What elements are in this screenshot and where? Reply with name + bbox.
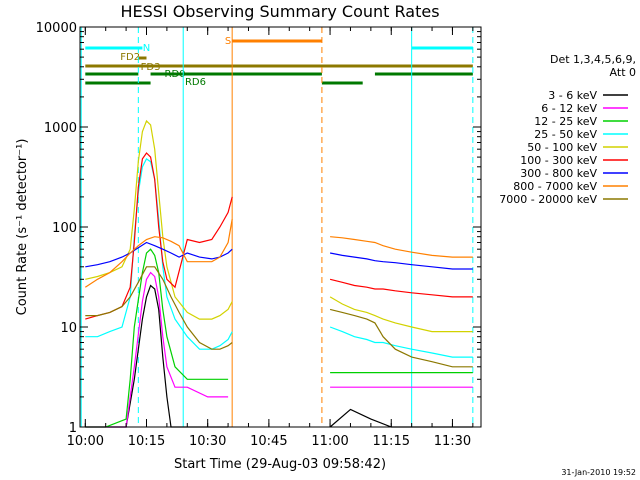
y-tick-label: 1000 bbox=[44, 121, 77, 136]
series-line bbox=[85, 248, 229, 428]
series-line bbox=[85, 271, 229, 428]
series-line bbox=[85, 284, 229, 428]
date-stamp: 31-Jan-2010 19:52 bbox=[561, 468, 636, 477]
series-line bbox=[85, 266, 233, 350]
x-axis-label: Start Time (29-Aug-03 09:58:42) bbox=[174, 457, 386, 472]
legend-entry: 6 - 12 keV bbox=[541, 102, 597, 115]
legend-header: Att 0 bbox=[610, 66, 636, 79]
x-tick-label: 11:00 bbox=[311, 434, 348, 449]
y-axis: 1 10 100 1000 10000 bbox=[36, 21, 481, 436]
y-tick-label: 100 bbox=[52, 221, 77, 236]
series-line bbox=[329, 252, 473, 270]
y-tick-label: 10000 bbox=[36, 21, 77, 36]
legend-entry: 7000 - 20000 keV bbox=[499, 193, 597, 206]
x-tick-label: 10:15 bbox=[128, 434, 165, 449]
x-tick-label: 11:30 bbox=[434, 434, 471, 449]
plot-frame bbox=[79, 26, 482, 428]
x-tick-label: 10:00 bbox=[67, 434, 104, 449]
series-lines bbox=[84, 119, 473, 428]
flag-label: N bbox=[143, 43, 150, 54]
time-markers bbox=[80, 27, 474, 427]
series-line bbox=[85, 241, 233, 268]
flag-label: RD0 bbox=[165, 69, 186, 80]
series-line bbox=[330, 236, 473, 258]
legend-entry: 100 - 300 keV bbox=[520, 154, 597, 167]
series-line bbox=[329, 278, 473, 298]
series-line bbox=[329, 296, 473, 333]
legend-header: Det 1,3,4,5,6,9, bbox=[550, 53, 636, 66]
flag-label: RD6 bbox=[185, 77, 206, 88]
y-tick-label: 1 bbox=[69, 421, 77, 436]
legend-entry: 800 - 7000 keV bbox=[513, 180, 597, 193]
series-line bbox=[329, 308, 473, 368]
y-tick-label: 10 bbox=[60, 321, 77, 336]
series-line bbox=[329, 408, 473, 428]
x-tick-label: 10:30 bbox=[189, 434, 226, 449]
series-line bbox=[85, 119, 233, 320]
chart-title: HESSI Observing Summary Count Rates bbox=[120, 2, 439, 21]
flag-label: FD3 bbox=[141, 62, 161, 73]
legend-entry: 25 - 50 keV bbox=[534, 128, 597, 141]
series-line bbox=[85, 152, 233, 320]
legend-entry: 12 - 25 keV bbox=[534, 115, 597, 128]
flag-label: FD2 bbox=[120, 52, 140, 63]
x-tick-label: 10:45 bbox=[250, 434, 287, 449]
series-line bbox=[84, 218, 233, 288]
y-axis-label: Count Rate (s⁻¹ detector⁻¹) bbox=[15, 139, 30, 316]
legend-entry: 3 - 6 keV bbox=[548, 89, 597, 102]
series-line bbox=[329, 326, 473, 358]
legend-entry: 50 - 100 keV bbox=[527, 141, 597, 154]
x-tick-label: 11:15 bbox=[373, 434, 410, 449]
legend-entry: 300 - 800 keV bbox=[520, 167, 597, 180]
flag-label: S bbox=[225, 36, 231, 47]
x-axis: 10:00 10:15 10:30 10:45 11:00 11:15 11:30 bbox=[67, 27, 474, 449]
